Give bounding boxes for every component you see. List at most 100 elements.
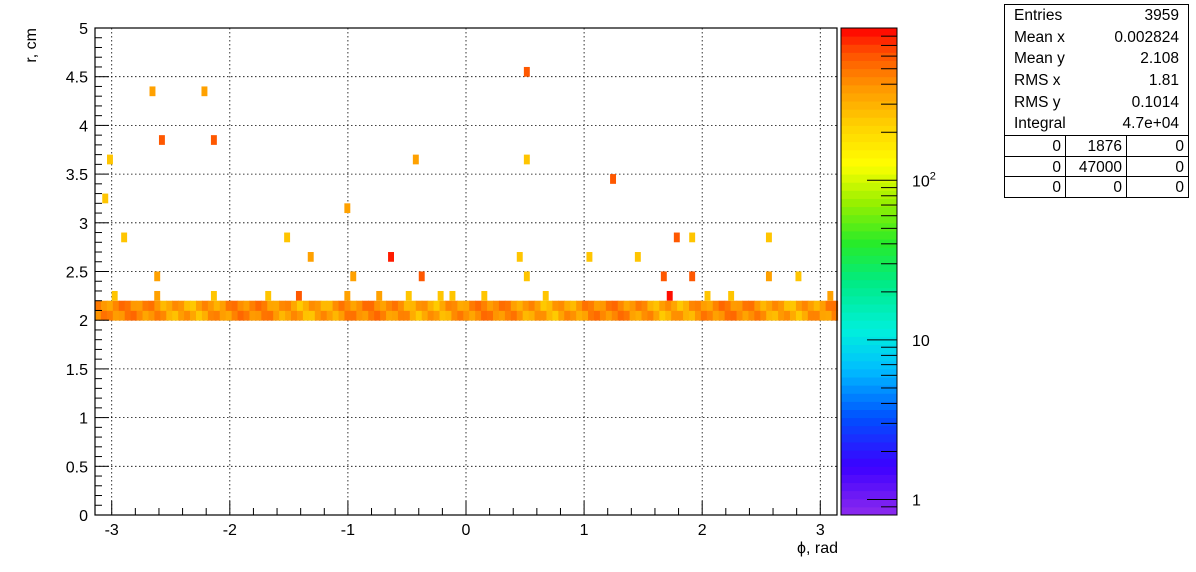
palette-segment bbox=[841, 92, 897, 102]
stats-value: 0.1014 bbox=[1131, 93, 1179, 111]
y-tick-label: 1.5 bbox=[66, 362, 88, 379]
band-cell bbox=[95, 310, 102, 321]
band-cell bbox=[308, 300, 316, 311]
band-cell bbox=[641, 300, 649, 311]
stats-row: Mean x 0.002824 bbox=[1005, 27, 1188, 49]
band-cell bbox=[243, 310, 251, 321]
band-cell bbox=[552, 310, 559, 321]
y-tick-label: 0.5 bbox=[66, 459, 88, 476]
stats-row: RMS y 0.1014 bbox=[1005, 92, 1188, 114]
band-cell bbox=[261, 310, 268, 321]
palette-segment bbox=[841, 441, 897, 451]
stats-label: Mean x bbox=[1014, 28, 1065, 46]
band-cell bbox=[439, 300, 447, 311]
band-cell bbox=[813, 310, 821, 321]
palette-segment bbox=[841, 36, 897, 45]
band-cell bbox=[564, 300, 571, 311]
cell bbox=[449, 290, 456, 301]
band-cell bbox=[813, 300, 821, 311]
palette-tick-label: 1 bbox=[912, 493, 921, 510]
stats-row: Mean y 2.108 bbox=[1005, 48, 1188, 70]
band-cell bbox=[599, 300, 607, 311]
stats-value: 4.7e+04 bbox=[1122, 115, 1179, 133]
palette-segment bbox=[841, 352, 897, 362]
band-cell bbox=[285, 300, 292, 311]
stats-label: RMS x bbox=[1014, 72, 1061, 90]
palette-segment bbox=[841, 52, 897, 61]
band-cell bbox=[207, 300, 215, 311]
band-cell bbox=[487, 300, 494, 311]
cell bbox=[660, 271, 667, 282]
palette-segment bbox=[841, 190, 897, 199]
band-cell bbox=[368, 310, 375, 321]
band-cell bbox=[314, 310, 322, 321]
cell bbox=[795, 271, 802, 282]
band-cell bbox=[302, 310, 310, 321]
band-cell bbox=[528, 310, 536, 321]
band-cell bbox=[261, 300, 268, 311]
band-cell bbox=[706, 300, 714, 311]
y-tick-label: 1 bbox=[79, 411, 88, 428]
palette-segment bbox=[841, 263, 897, 272]
y-tick-label: 3 bbox=[79, 216, 88, 233]
band-cell bbox=[142, 300, 150, 311]
band-cell bbox=[593, 310, 601, 321]
cell bbox=[523, 271, 530, 282]
cell bbox=[376, 290, 383, 301]
band-cell bbox=[807, 300, 815, 311]
band-cell bbox=[308, 310, 316, 321]
band-cell bbox=[611, 310, 619, 321]
band-cell bbox=[534, 310, 542, 321]
band-cell bbox=[552, 300, 559, 311]
band-cell bbox=[736, 310, 744, 321]
band-cell bbox=[148, 300, 156, 311]
band-cell bbox=[665, 310, 672, 321]
palette-segment bbox=[841, 198, 897, 208]
band-cell bbox=[492, 310, 500, 321]
band-cell bbox=[475, 300, 482, 311]
band-cell bbox=[510, 310, 518, 321]
band-cell bbox=[611, 300, 619, 311]
band-cell bbox=[291, 300, 298, 311]
palette-segment bbox=[841, 125, 897, 135]
y-tick-label: 2 bbox=[79, 313, 88, 330]
band-cell bbox=[451, 310, 458, 321]
cell bbox=[111, 290, 118, 301]
palette-segment bbox=[841, 425, 897, 435]
palette-segment bbox=[841, 506, 897, 516]
y-tick-label: 5 bbox=[79, 21, 88, 38]
palette-segment bbox=[841, 466, 897, 475]
band-cell bbox=[148, 310, 156, 321]
cell bbox=[542, 290, 549, 301]
band-cell bbox=[742, 300, 750, 311]
band-cell bbox=[582, 300, 589, 311]
cell bbox=[412, 154, 419, 165]
palette-segment bbox=[841, 287, 897, 297]
band-cell bbox=[659, 300, 666, 311]
palette-segment bbox=[841, 239, 897, 248]
band-cell bbox=[195, 310, 203, 321]
stats-grid-cell: 0 bbox=[1127, 135, 1188, 156]
band-cell bbox=[433, 300, 441, 311]
cell bbox=[265, 290, 272, 301]
band-cell bbox=[273, 300, 280, 311]
band-cell bbox=[296, 310, 304, 321]
palette-segment bbox=[841, 174, 897, 183]
band-cell bbox=[207, 310, 215, 321]
band-cell bbox=[213, 300, 221, 311]
band-cell bbox=[344, 300, 352, 311]
x-tick-label: 2 bbox=[698, 522, 707, 539]
band-cell bbox=[588, 310, 595, 321]
band-cell bbox=[392, 310, 399, 321]
band-cell bbox=[154, 310, 161, 321]
cell bbox=[405, 290, 412, 301]
band-cell bbox=[445, 310, 453, 321]
palette-tick-label: 10 bbox=[912, 333, 930, 350]
band-cell bbox=[558, 310, 565, 321]
cell bbox=[344, 203, 351, 214]
band-cell bbox=[296, 300, 304, 311]
palette-segment bbox=[841, 76, 897, 86]
band-cell bbox=[671, 300, 678, 311]
cell bbox=[689, 271, 696, 282]
y-tick-label: 4 bbox=[79, 118, 88, 135]
